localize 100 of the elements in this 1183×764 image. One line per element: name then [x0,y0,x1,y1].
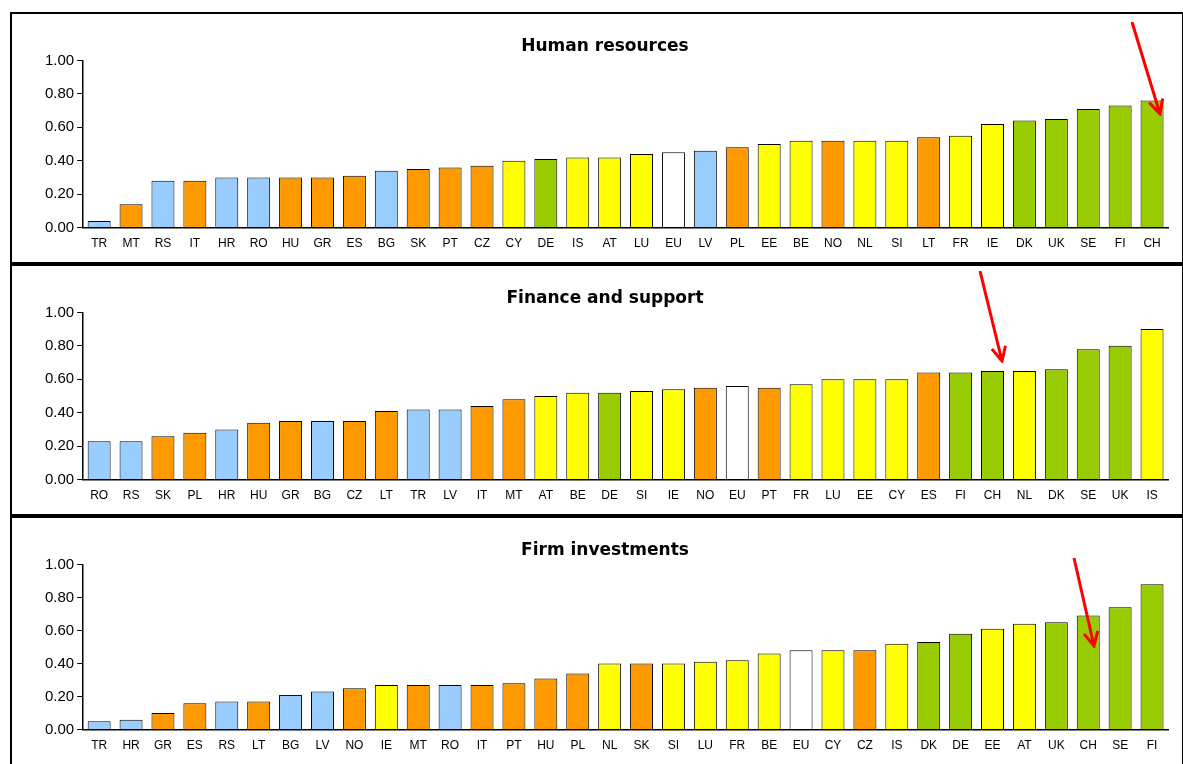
y-tick-label: 1.00 [44,302,75,320]
x-tick-label: EU [792,738,810,753]
y-tick-label: 0.00 [44,217,75,235]
x-tick-label: CY [824,738,842,753]
x-tick-label: SE [1080,488,1097,503]
x-tick-label: FR [793,488,810,503]
x-tick-label: FI [1114,236,1126,251]
y-tick-label: 0.20 [44,686,75,704]
x-tick-label: BG [377,236,395,251]
x-tick-label: SK [410,236,427,251]
x-tick-label: RO [441,738,460,753]
y-tick-label: 1.00 [44,50,75,68]
x-tick-label: IE [667,488,680,503]
x-tick-label: FI [955,488,966,503]
x-tick-label: GR [281,488,300,503]
x-tick-label: GR [153,738,173,753]
x-tick-label: RS [122,488,140,503]
x-tick-label: BG [313,488,332,503]
x-tick-label: HR [122,738,141,753]
x-tick-label: MT [505,488,524,503]
x-tick-label: NL [1016,488,1033,503]
x-tick-label: CY [888,488,906,503]
y-tick-label: 0.40 [44,402,75,420]
x-tick-label: PL [570,738,586,753]
x-tick-label: NO [696,488,715,503]
x-tick-label: BG [281,738,300,753]
x-tick-label: PL [187,488,203,503]
x-tick-label: CH [1143,236,1161,251]
x-tick-label: SI [635,488,648,503]
x-tick-label: SK [633,738,650,753]
y-tick-label: 0.60 [44,117,75,135]
x-tick-label: SK [154,488,171,503]
y-tick-label: 0.00 [44,469,75,487]
x-tick-label: GR [313,236,332,251]
x-tick-label: RO [249,236,268,251]
y-tick-label: 1.00 [44,554,75,572]
x-tick-label: BE [793,236,810,251]
y-tick-label: 0.80 [44,83,75,101]
y-tick-label: 0.80 [44,587,75,605]
x-tick-label: HU [281,236,300,251]
x-tick-label: DE [952,738,969,753]
y-tick-label: 0.20 [44,184,75,202]
x-tick-label: UK [1047,236,1065,251]
x-tick-label: EE [761,236,778,251]
x-tick-label: ES [186,738,203,753]
x-tick-label: LT [922,236,936,251]
x-tick-label: LV [443,488,458,503]
x-tick-label: FR [729,738,746,753]
x-tick-label: TR [91,236,108,251]
x-tick-label: BE [761,738,778,753]
x-tick-label: RS [154,236,172,251]
x-tick-label: NO [823,236,842,251]
x-tick-label: PL [729,236,745,251]
x-tick-label: UK [1111,488,1129,503]
x-tick-label: EU [728,488,746,503]
x-tick-label: IT [189,236,201,251]
x-tick-label: DK [1047,488,1065,503]
x-tick-label: CZ [856,738,873,753]
x-tick-label: TR [91,738,108,753]
x-tick-label: RS [218,738,236,753]
x-tick-label: SI [667,738,680,753]
x-tick-label: AT [1017,738,1033,753]
chart-title: Finance and support [506,286,704,307]
chart-title: Human resources [521,34,689,55]
x-tick-label: HU [537,738,555,753]
x-tick-label: HU [250,488,268,503]
x-tick-label: RO [90,488,109,503]
x-tick-label: HR [218,488,236,503]
y-tick-label: 0.60 [44,620,75,638]
x-tick-label: DK [1016,236,1033,251]
x-tick-label: SE [1112,738,1129,753]
x-tick-label: PT [442,236,459,251]
x-tick-label: IS [891,738,903,753]
x-tick-label: DE [601,488,618,503]
x-tick-label: AT [538,488,554,503]
y-tick-label: 0.40 [44,150,75,168]
x-tick-label: AT [602,236,618,251]
x-tick-label: DK [920,738,938,753]
x-tick-label: IS [1146,488,1158,503]
x-tick-label: ES [346,236,363,251]
x-tick-label: SE [1080,236,1097,251]
x-tick-label: ES [920,488,937,503]
x-tick-label: IE [380,738,392,753]
x-tick-label: MT [409,738,428,753]
y-tick-label: 0.20 [44,436,75,454]
x-tick-label: PT [506,738,523,753]
x-tick-label: LU [633,236,650,251]
x-tick-label: UK [1047,738,1065,753]
x-tick-label: EE [984,738,1001,753]
x-tick-label: NO [345,738,364,753]
y-tick-label: 0.00 [44,719,75,737]
y-tick-label: 0.60 [44,369,75,387]
x-tick-label: CZ [474,236,491,251]
x-tick-label: LT [252,738,266,753]
x-tick-label: LT [379,488,394,503]
x-tick-label: FR [952,236,969,251]
x-tick-label: CY [505,236,523,251]
x-tick-label: PT [761,488,778,503]
x-tick-label: LV [315,738,330,753]
x-tick-label: LU [825,488,841,503]
